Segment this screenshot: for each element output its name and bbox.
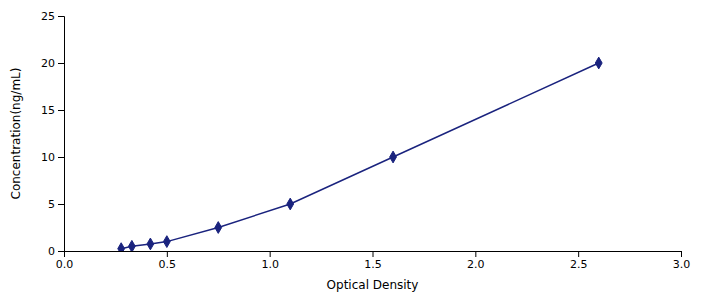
x-tick-label: 3.0 bbox=[673, 258, 691, 271]
y-tick-mark bbox=[58, 251, 64, 252]
x-tick-label: 2.5 bbox=[570, 258, 588, 271]
x-tick: 0.0 bbox=[56, 251, 74, 271]
y-tick-label: 25 bbox=[41, 10, 55, 23]
y-tick-label: 0 bbox=[48, 245, 55, 258]
y-axis: 0 5 10 15 20 25 bbox=[41, 10, 65, 258]
point bbox=[118, 243, 125, 251]
x-tick: 1.5 bbox=[364, 251, 382, 271]
y-tick: 15 bbox=[41, 104, 64, 117]
x-tick-label: 1.5 bbox=[364, 258, 382, 271]
y-tick-mark bbox=[58, 63, 64, 64]
y-tick-label: 10 bbox=[41, 151, 55, 164]
y-tick: 0 bbox=[48, 245, 64, 258]
y-tick: 20 bbox=[41, 57, 64, 70]
x-axis: 0.0 0.5 1.0 1.5 2.0 2.5 3.0 bbox=[56, 251, 691, 271]
point bbox=[287, 198, 294, 210]
y-tick-label: 15 bbox=[41, 104, 55, 117]
x-tick-label: 1.0 bbox=[261, 258, 279, 271]
point bbox=[215, 222, 222, 234]
x-tick: 3.0 bbox=[673, 251, 691, 271]
y-tick-mark bbox=[58, 204, 64, 205]
x-tick-label: 0.0 bbox=[56, 258, 74, 271]
chart-svg: 0.0 0.5 1.0 1.5 2.0 2.5 3.0 0 5 10 15 20 25 Optical D… bbox=[0, 0, 705, 297]
x-tick-mark bbox=[681, 251, 682, 257]
y-axis-line bbox=[58, 17, 65, 252]
x-tick-mark bbox=[578, 251, 579, 257]
series bbox=[118, 57, 602, 251]
x-tick: 2.0 bbox=[467, 251, 485, 271]
x-tick-label: 0.5 bbox=[159, 258, 177, 271]
y-tick: 10 bbox=[41, 151, 64, 164]
x-axis-title: Optical Density bbox=[327, 278, 419, 292]
y-tick-mark bbox=[58, 16, 64, 17]
x-tick-mark bbox=[270, 251, 271, 257]
x-tick-label: 2.0 bbox=[467, 258, 485, 271]
y-tick-label: 5 bbox=[48, 198, 55, 211]
x-tick-mark bbox=[475, 251, 476, 257]
y-tick: 25 bbox=[41, 10, 64, 23]
y-tick-label: 20 bbox=[41, 57, 55, 70]
plot-area: 0.0 0.5 1.0 1.5 2.0 2.5 3.0 0 5 10 15 20 25 Optical D… bbox=[9, 10, 690, 292]
point bbox=[128, 240, 135, 251]
x-tick-mark bbox=[373, 251, 374, 257]
x-tick-mark bbox=[167, 251, 168, 257]
y-tick-mark bbox=[58, 110, 64, 111]
point bbox=[390, 151, 397, 163]
y-tick-mark bbox=[58, 157, 64, 158]
point bbox=[147, 238, 154, 250]
x-tick: 1.0 bbox=[261, 251, 279, 271]
x-tick: 0.5 bbox=[159, 251, 177, 271]
point bbox=[595, 57, 602, 69]
y-axis-title: Concentration(ng/mL) bbox=[9, 68, 23, 200]
x-tick: 2.5 bbox=[570, 251, 588, 271]
x-axis-line bbox=[65, 252, 682, 258]
y-tick: 5 bbox=[48, 198, 64, 211]
point bbox=[163, 236, 170, 248]
line bbox=[121, 63, 599, 249]
